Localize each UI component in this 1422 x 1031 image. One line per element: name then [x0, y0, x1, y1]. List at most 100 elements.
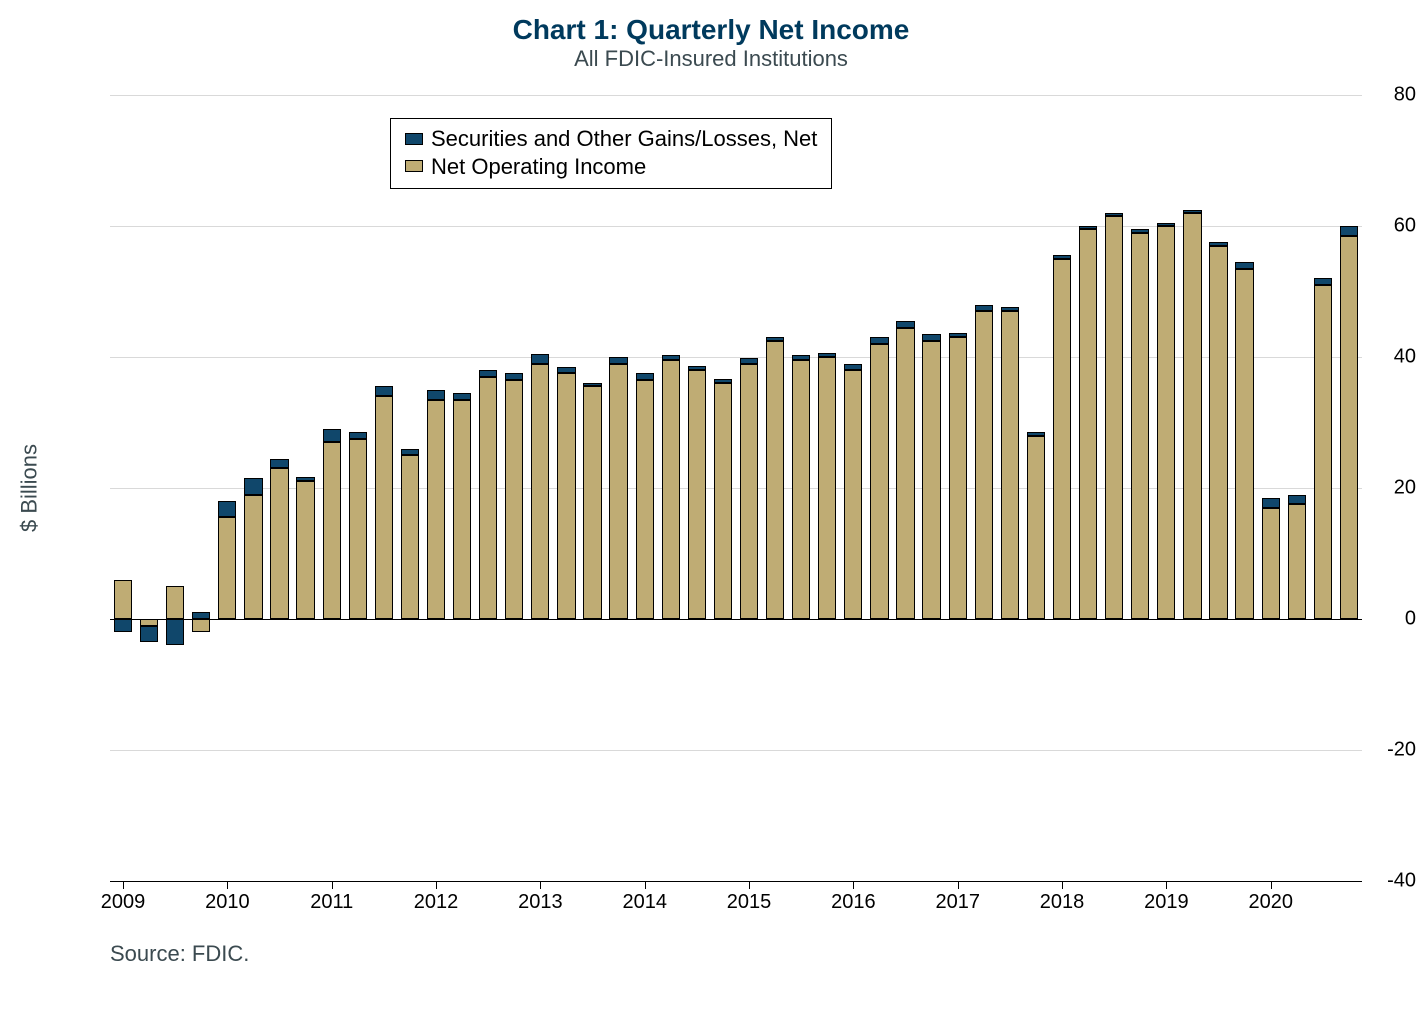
y-tick-label: 20 — [1312, 477, 1422, 500]
bar-segment — [1027, 436, 1045, 619]
y-axis-label: $ Billions — [17, 444, 43, 532]
x-tick-label: 2020 — [1248, 891, 1293, 914]
bar-segment — [401, 449, 419, 456]
bar-segment — [818, 353, 836, 357]
bar-segment — [296, 481, 314, 619]
x-tick-mark — [332, 881, 333, 889]
bar-segment — [349, 432, 367, 439]
y-tick-label: 0 — [1312, 608, 1422, 631]
x-tick-mark — [853, 881, 854, 889]
bar-segment — [662, 355, 680, 360]
x-tick-mark — [1062, 881, 1063, 889]
bar-segment — [427, 390, 445, 400]
bar-segment — [349, 439, 367, 619]
gridline — [110, 750, 1362, 751]
bar-segment — [401, 455, 419, 619]
x-tick-mark — [645, 881, 646, 889]
x-tick-mark — [123, 881, 124, 889]
bar-segment — [453, 400, 471, 619]
bar-segment — [975, 311, 993, 619]
x-tick-label: 2014 — [622, 891, 667, 914]
x-tick-label: 2012 — [414, 891, 459, 914]
bar-segment — [479, 370, 497, 377]
bar-segment — [323, 429, 341, 442]
bar-segment — [1157, 226, 1175, 619]
bar-segment — [1314, 278, 1332, 285]
bar-segment — [949, 337, 967, 619]
bar-segment — [975, 305, 993, 312]
bar-segment — [114, 580, 132, 619]
bar-segment — [270, 459, 288, 469]
bar-segment — [714, 383, 732, 619]
bar-segment — [1314, 285, 1332, 619]
bar-segment — [896, 328, 914, 619]
bar-segment — [714, 379, 732, 383]
bar-segment — [1131, 233, 1149, 619]
bar-segment — [1001, 307, 1019, 311]
source-note: Source: FDIC. — [110, 941, 249, 967]
bar-segment — [531, 354, 549, 364]
bar-segment — [270, 468, 288, 619]
bar-segment — [1209, 246, 1227, 619]
bar-segment — [818, 357, 836, 619]
bar-segment — [870, 337, 888, 344]
bar-segment — [1105, 216, 1123, 619]
bar-segment — [1183, 213, 1201, 619]
bar-segment — [479, 377, 497, 619]
bar-segment — [1131, 229, 1149, 232]
y-tick-label: 60 — [1312, 215, 1422, 238]
bar-segment — [844, 370, 862, 619]
bar-segment — [792, 360, 810, 619]
bar-segment — [557, 367, 575, 374]
bar-segment — [870, 344, 888, 619]
bar-segment — [1235, 269, 1253, 619]
bar-segment — [1288, 504, 1306, 619]
bar-segment — [662, 360, 680, 619]
bar-segment — [1235, 262, 1253, 269]
bar-segment — [375, 396, 393, 619]
bar-segment — [1079, 226, 1097, 229]
bar-segment — [1288, 495, 1306, 505]
bar-segment — [688, 366, 706, 370]
x-tick-label: 2011 — [310, 891, 353, 914]
bar-segment — [244, 478, 262, 494]
chart-container: Chart 1: Quarterly Net Income All FDIC-I… — [0, 0, 1422, 1031]
bar-segment — [740, 358, 758, 363]
bar-segment — [1262, 508, 1280, 619]
bar-segment — [531, 364, 549, 619]
bar-segment — [244, 495, 262, 619]
bar-segment — [896, 321, 914, 328]
bar-segment — [844, 364, 862, 371]
bar-segment — [636, 380, 654, 619]
x-tick-mark — [540, 881, 541, 889]
x-tick-label: 2013 — [518, 891, 563, 914]
bar-segment — [766, 341, 784, 619]
bar-segment — [453, 393, 471, 400]
y-tick-label: 40 — [1312, 346, 1422, 369]
bar-segment — [792, 355, 810, 360]
bar-segment — [1209, 242, 1227, 245]
bar-segment — [766, 337, 784, 341]
gridline — [110, 619, 1362, 620]
bar-segment — [505, 380, 523, 619]
bar-segment — [1079, 229, 1097, 619]
x-tick-label: 2017 — [935, 891, 980, 914]
gridline — [110, 95, 1362, 96]
bar-segment — [296, 477, 314, 482]
bar-segment — [557, 373, 575, 619]
chart-subtitle: All FDIC-Insured Institutions — [0, 46, 1422, 72]
bar-segment — [922, 334, 940, 341]
bar-segment — [1105, 213, 1123, 216]
x-tick-mark — [227, 881, 228, 889]
x-tick-mark — [749, 881, 750, 889]
x-tick-label: 2009 — [101, 891, 146, 914]
bar-segment — [166, 619, 184, 645]
x-tick-mark — [1271, 881, 1272, 889]
bar-segment — [1262, 498, 1280, 508]
bar-segment — [192, 619, 210, 632]
bar-segment — [922, 341, 940, 619]
bar-segment — [1157, 223, 1175, 226]
x-tick-label: 2016 — [831, 891, 876, 914]
bar-segment — [505, 373, 523, 380]
bar-segment — [1340, 236, 1358, 619]
